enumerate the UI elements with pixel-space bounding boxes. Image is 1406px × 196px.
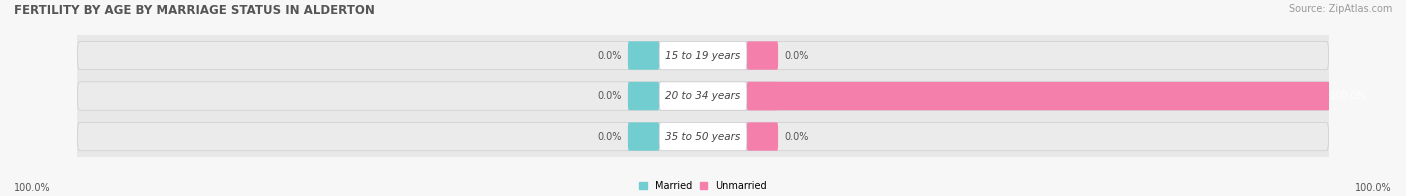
- FancyBboxPatch shape: [659, 122, 747, 151]
- FancyBboxPatch shape: [628, 122, 659, 151]
- Text: 0.0%: 0.0%: [785, 51, 808, 61]
- FancyBboxPatch shape: [77, 82, 1329, 110]
- Text: 100.0%: 100.0%: [1355, 183, 1392, 193]
- Text: 100.0%: 100.0%: [14, 183, 51, 193]
- Text: 100.0%: 100.0%: [1330, 91, 1367, 101]
- Text: Source: ZipAtlas.com: Source: ZipAtlas.com: [1288, 4, 1392, 14]
- Legend: Married, Unmarried: Married, Unmarried: [640, 181, 766, 191]
- FancyBboxPatch shape: [659, 41, 747, 70]
- FancyBboxPatch shape: [747, 82, 1372, 110]
- Text: 15 to 19 years: 15 to 19 years: [665, 51, 741, 61]
- Text: 0.0%: 0.0%: [785, 132, 808, 142]
- FancyBboxPatch shape: [77, 41, 1329, 70]
- Text: 0.0%: 0.0%: [598, 132, 621, 142]
- FancyBboxPatch shape: [747, 82, 778, 110]
- FancyBboxPatch shape: [628, 82, 659, 110]
- FancyBboxPatch shape: [747, 41, 778, 70]
- FancyBboxPatch shape: [659, 82, 747, 110]
- Text: 35 to 50 years: 35 to 50 years: [665, 132, 741, 142]
- Text: 0.0%: 0.0%: [598, 91, 621, 101]
- Text: 20 to 34 years: 20 to 34 years: [665, 91, 741, 101]
- Text: FERTILITY BY AGE BY MARRIAGE STATUS IN ALDERTON: FERTILITY BY AGE BY MARRIAGE STATUS IN A…: [14, 4, 375, 17]
- FancyBboxPatch shape: [747, 122, 778, 151]
- FancyBboxPatch shape: [628, 41, 659, 70]
- FancyBboxPatch shape: [77, 122, 1329, 151]
- Text: 0.0%: 0.0%: [598, 51, 621, 61]
